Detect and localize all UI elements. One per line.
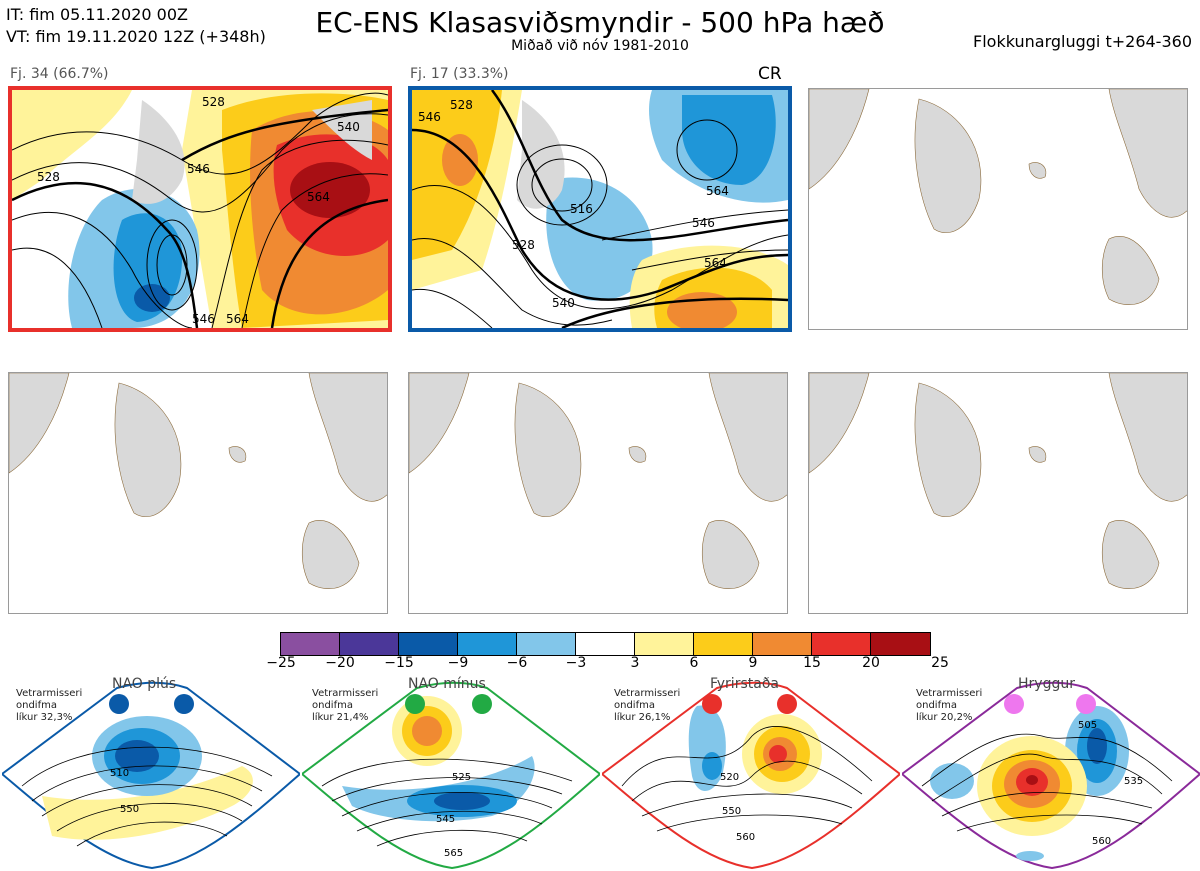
panel-2-label: Fj. 17 (33.3%)	[410, 66, 509, 82]
land-outline	[809, 373, 1187, 590]
regime-desc-line: Vetrarmisseri	[614, 688, 681, 699]
colorbar-swatch	[576, 633, 635, 655]
page-title: EC-ENS Klasasviðsmyndir - 500 hPa hæð	[315, 6, 885, 39]
contour-label: 564	[226, 312, 249, 326]
colorbar-tick: −20	[325, 655, 355, 671]
window-label: Flokkunargluggi t+264-360	[973, 32, 1192, 51]
colorbar-swatch	[517, 633, 576, 655]
contour-label: 564	[706, 184, 729, 198]
regime-name: NAO plús	[112, 676, 177, 692]
regime-desc-line: ondifma	[614, 700, 655, 711]
contour-label: 546	[187, 162, 210, 176]
colorbar-swatch	[635, 633, 694, 655]
contour-label: 564	[704, 256, 727, 270]
regime-desc-line: líkur 26,1%	[614, 712, 671, 723]
regime-map	[302, 681, 600, 870]
colorbar-swatch	[753, 633, 812, 655]
contour-label: 540	[337, 120, 360, 134]
regime-map	[2, 681, 300, 870]
page-subtitle: Miðað við nóv 1981-2010	[511, 38, 689, 54]
contour-label: 520	[720, 772, 740, 783]
colorbar-tick: −9	[447, 655, 469, 671]
contour-label: 546	[418, 110, 441, 124]
contour-label: 505	[1078, 720, 1098, 731]
cluster-map-1: 528 546 564 540 528 546 564	[8, 86, 392, 332]
cluster-map-4	[8, 372, 388, 614]
contour-label: 516	[570, 202, 593, 216]
contour-label: 540	[552, 296, 575, 310]
colorbar-tick: 20	[862, 655, 880, 671]
colorbar-tick: −6	[506, 655, 528, 671]
regime-nao-plus: NAO plús Vetrarmisseri ondifma líkur 32,…	[2, 676, 300, 871]
regime-desc: Vetrarmisseri ondifma líkur 20,2%	[916, 688, 982, 724]
regime-desc-line: ondifma	[16, 700, 57, 711]
colorbar-swatch	[871, 633, 930, 655]
colorbar-swatch	[340, 633, 399, 655]
contour-label: 565	[444, 848, 464, 859]
colorbar-tick: 6	[689, 655, 699, 671]
colorbar-tick: 3	[630, 655, 640, 671]
land-outline	[409, 373, 787, 590]
colorbar	[280, 632, 931, 656]
contour-label: 546	[192, 312, 215, 326]
regime-name: NAO mínus	[408, 676, 486, 692]
colorbar-tick: 15	[803, 655, 821, 671]
regime-nao-minus: NAO mínus Vetrarmisseri ondifma líkur 21…	[302, 676, 600, 871]
contour-label: 550	[120, 804, 140, 815]
contour-label: 535	[1124, 776, 1144, 787]
colorbar-tick: 25	[931, 655, 949, 671]
regime-map	[602, 681, 900, 870]
colorbar-swatch	[281, 633, 340, 655]
land-outline	[809, 89, 1187, 306]
cluster-map-3	[808, 88, 1188, 330]
colorbar-swatch	[399, 633, 458, 655]
valid-time: VT: fim 19.11.2020 12Z (+348h)	[6, 27, 266, 46]
contour-label: 564	[307, 190, 330, 204]
cluster-map-2-field	[412, 90, 788, 328]
regime-desc-line: líkur 21,4%	[312, 712, 369, 723]
contour-label: 546	[692, 216, 715, 230]
panel-1-label: Fj. 34 (66.7%)	[10, 66, 109, 82]
regime-desc: Vetrarmisseri ondifma líkur 32,3%	[16, 688, 82, 724]
cluster-map-6	[808, 372, 1188, 614]
contour-label: 528	[450, 98, 473, 112]
regime-desc: Vetrarmisseri ondifma líkur 26,1%	[614, 688, 680, 724]
cluster-map-5	[408, 372, 788, 614]
contour-label: 528	[202, 95, 225, 109]
initial-time: IT: fim 05.11.2020 00Z	[6, 5, 188, 24]
regime-desc-line: ondifma	[916, 700, 957, 711]
cluster-map-2: 546 528 516 528 546 564 540 564	[408, 86, 792, 332]
regime-desc-line: líkur 20,2%	[916, 712, 973, 723]
header-times: IT: fim 05.11.2020 00Z VT: fim 19.11.202…	[6, 4, 266, 48]
regime-desc-line: líkur 32,3%	[16, 712, 73, 723]
colorbar-swatch	[812, 633, 871, 655]
contour-label: 545	[436, 814, 456, 825]
colorbar-swatch	[458, 633, 517, 655]
regime-desc-line: Vetrarmisseri	[916, 688, 983, 699]
colorbar-swatch	[694, 633, 753, 655]
regime-blocking: Fyrirstaða Vetrarmisseri ondifma líkur 2…	[602, 676, 900, 871]
contour-label: 525	[452, 772, 472, 783]
colorbar-tick: −3	[565, 655, 587, 671]
regime-map	[902, 681, 1200, 870]
contour-label: 528	[37, 170, 60, 184]
regime-ridge: Hryggur Vetrarmisseri ondifma líkur 20,2…	[902, 676, 1200, 871]
regime-desc-line: Vetrarmisseri	[16, 688, 83, 699]
contour-label: 510	[110, 768, 130, 779]
land-outline	[9, 373, 387, 590]
regime-name: Hryggur	[1018, 676, 1075, 692]
regime-desc-line: ondifma	[312, 700, 353, 711]
cluster-map-1-field	[12, 90, 388, 328]
regime-desc-line: Vetrarmisseri	[312, 688, 379, 699]
contour-label: 560	[1092, 836, 1112, 847]
contour-label: 528	[512, 238, 535, 252]
regime-desc: Vetrarmisseri ondifma líkur 21,4%	[312, 688, 378, 724]
panel-2-tag: CR	[758, 64, 782, 84]
regime-name: Fyrirstaða	[710, 676, 779, 692]
colorbar-tick: −25	[266, 655, 296, 671]
contour-label: 550	[722, 806, 742, 817]
contour-label: 560	[736, 832, 756, 843]
colorbar-tick: 9	[748, 655, 758, 671]
colorbar-tick: −15	[384, 655, 414, 671]
